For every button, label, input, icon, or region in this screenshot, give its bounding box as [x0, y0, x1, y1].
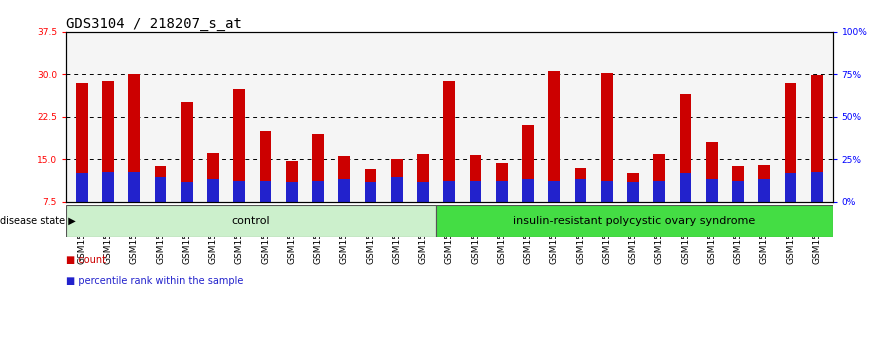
- Bar: [66, 205, 436, 237]
- Bar: [496, 163, 507, 202]
- Bar: [76, 83, 88, 202]
- Bar: [102, 172, 114, 202]
- Bar: [732, 166, 744, 202]
- Bar: [436, 205, 833, 237]
- Bar: [286, 161, 298, 202]
- Bar: [470, 181, 481, 202]
- Bar: [418, 154, 429, 202]
- Bar: [732, 181, 744, 202]
- Bar: [574, 168, 587, 202]
- Bar: [679, 94, 692, 202]
- Text: disease state ▶: disease state ▶: [0, 216, 76, 226]
- Bar: [811, 75, 823, 202]
- Bar: [338, 179, 351, 202]
- Bar: [312, 134, 324, 202]
- Bar: [260, 181, 271, 202]
- Bar: [286, 182, 298, 202]
- Bar: [260, 131, 271, 202]
- Bar: [365, 182, 376, 202]
- Bar: [207, 179, 219, 202]
- Bar: [470, 155, 481, 202]
- Bar: [181, 182, 193, 202]
- Bar: [129, 172, 140, 202]
- Bar: [207, 153, 219, 202]
- Bar: [522, 125, 534, 202]
- Text: GDS3104 / 218207_s_at: GDS3104 / 218207_s_at: [66, 17, 242, 31]
- Text: control: control: [232, 216, 270, 226]
- Bar: [181, 102, 193, 202]
- Bar: [391, 177, 403, 202]
- Text: ■ percentile rank within the sample: ■ percentile rank within the sample: [66, 276, 243, 286]
- Bar: [129, 74, 140, 202]
- Bar: [654, 181, 665, 202]
- Bar: [102, 81, 114, 202]
- Bar: [365, 170, 376, 202]
- Bar: [548, 71, 560, 202]
- Bar: [155, 177, 167, 202]
- Bar: [312, 181, 324, 202]
- Bar: [785, 173, 796, 202]
- Bar: [759, 165, 770, 202]
- Bar: [785, 83, 796, 202]
- Bar: [601, 181, 612, 202]
- Bar: [574, 179, 587, 202]
- Text: ■ count: ■ count: [66, 255, 106, 265]
- Bar: [443, 181, 455, 202]
- Text: insulin-resistant polycystic ovary syndrome: insulin-resistant polycystic ovary syndr…: [514, 216, 755, 226]
- Bar: [548, 181, 560, 202]
- Bar: [391, 159, 403, 202]
- Bar: [155, 166, 167, 202]
- Bar: [706, 142, 718, 202]
- Bar: [443, 81, 455, 202]
- Bar: [233, 88, 245, 202]
- Bar: [496, 181, 507, 202]
- Bar: [706, 179, 718, 202]
- Bar: [522, 179, 534, 202]
- Bar: [759, 179, 770, 202]
- Bar: [654, 154, 665, 202]
- Bar: [811, 172, 823, 202]
- Bar: [627, 173, 639, 202]
- Bar: [338, 156, 351, 202]
- Bar: [76, 173, 88, 202]
- Bar: [233, 181, 245, 202]
- Bar: [679, 173, 692, 202]
- Bar: [418, 182, 429, 202]
- Bar: [601, 73, 612, 202]
- Bar: [627, 182, 639, 202]
